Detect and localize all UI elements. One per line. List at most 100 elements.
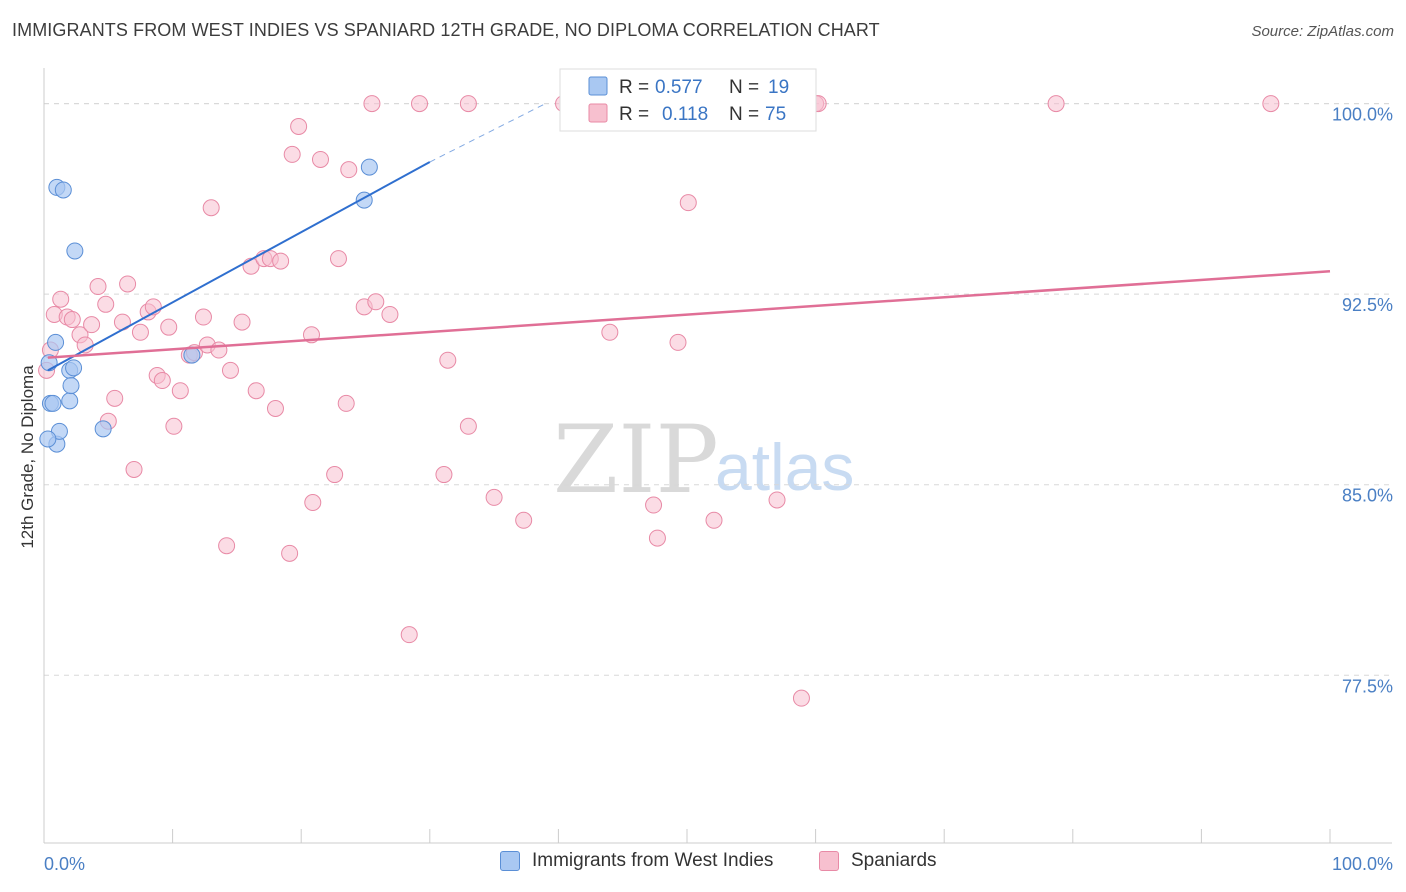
legend-swatch-pink [588, 103, 608, 123]
legend-r-label-pink: R = [619, 104, 649, 125]
spaniards-point [266, 399, 284, 417]
west-indies-point [94, 420, 112, 438]
spaniards-point [210, 341, 228, 359]
spaniards-point [63, 311, 81, 329]
west-indies-point [360, 158, 378, 176]
west-indies-trendline [47, 161, 431, 372]
chart-title: IMMIGRANTS FROM WEST INDIES VS SPANIARD … [12, 20, 880, 40]
spaniards-point [459, 95, 477, 113]
spaniards-point [367, 293, 385, 311]
x-ticks [43, 829, 1331, 843]
legend-n-label-blue: N = [729, 77, 759, 98]
spaniards-point [411, 95, 429, 113]
west-indies-point [66, 242, 84, 260]
west-indies-point [54, 181, 72, 199]
spaniards-point [119, 275, 137, 293]
watermark: ZIP atlas [553, 406, 854, 515]
series-legend: Immigrants from West Indies Spaniards [0, 850, 1406, 880]
x-tick-label-min: 0.0% [44, 854, 85, 874]
axes [43, 68, 1392, 844]
spaniards-point [281, 544, 299, 562]
spaniards-point [304, 494, 322, 512]
spaniards-point [272, 252, 290, 270]
spaniards-point [645, 496, 663, 514]
trend-lines [47, 103, 1331, 372]
spaniards-point [1262, 95, 1280, 113]
spaniards-point [329, 250, 347, 268]
legend-item-spaniards[interactable]: Spaniards [819, 850, 937, 872]
spaniards-point [768, 491, 786, 509]
legend-n-value-pink: 75 [765, 104, 786, 125]
spaniards-point [459, 417, 477, 435]
spaniards-point [106, 389, 124, 407]
west-indies-point [39, 430, 57, 448]
spaniards-point [669, 333, 687, 351]
spaniards-point [326, 466, 344, 484]
spaniards-point [439, 351, 457, 369]
spaniards-point [125, 460, 143, 478]
legend-r-value-pink: 0.118 [662, 104, 708, 125]
spaniards-point [363, 95, 381, 113]
spaniards-point [171, 382, 189, 400]
spaniards-point [218, 537, 236, 555]
spaniards-point [792, 689, 810, 707]
spaniards-point [290, 117, 308, 135]
spaniards-point [194, 308, 212, 326]
legend-swatch-west-indies [500, 851, 520, 871]
spaniards-point [648, 529, 666, 547]
spaniards-point [97, 295, 115, 313]
spaniards-point [337, 394, 355, 412]
y-tick-label: 92.5% [1342, 295, 1393, 315]
legend-swatch-spaniards [819, 851, 839, 871]
spaniards-point [89, 278, 107, 296]
legend-r-value-blue: 0.577 [655, 77, 703, 98]
watermark-zip: ZIP [553, 406, 719, 515]
spaniards-point [400, 626, 418, 644]
legend-r-label-blue: R = [619, 77, 649, 98]
west-indies-point [44, 394, 62, 412]
spaniards-point [283, 145, 301, 163]
spaniards-point [340, 161, 358, 179]
watermark-atlas: atlas [715, 430, 854, 504]
west-indies-point [61, 392, 79, 410]
spaniards-point [1047, 95, 1065, 113]
spaniards-point [705, 511, 723, 529]
spaniards-point [131, 323, 149, 341]
west-indies-point [62, 377, 80, 395]
spaniards-point [233, 313, 251, 331]
legend-n-value-blue: 19 [768, 77, 789, 98]
legend-label-spaniards: Spaniards [851, 850, 937, 871]
correlation-legend: R = 0.577 N = 19 R = 0.118 N = 75 [559, 68, 817, 132]
spaniards-point [515, 511, 533, 529]
spaniards-point [601, 323, 619, 341]
spaniards-point [52, 290, 70, 308]
west-indies-point [65, 359, 83, 377]
spaniards-point [679, 194, 697, 212]
spaniards-points [38, 95, 1280, 707]
legend-swatch-blue [588, 76, 608, 96]
spaniards-point [381, 305, 399, 323]
west-indies-trendline-extension [429, 103, 546, 163]
y-tick-label: 100.0% [1332, 105, 1393, 125]
spaniards-point [165, 417, 183, 435]
spaniards-point [153, 372, 171, 390]
source-label: Source: ZipAtlas.com [1251, 23, 1394, 40]
spaniards-point [435, 466, 453, 484]
west-indies-points [39, 95, 580, 453]
gridlines [44, 103, 1392, 676]
y-axis-label: 12th Grade, No Diploma [18, 365, 37, 549]
x-tick-label-max: 100.0% [1332, 854, 1393, 874]
spaniards-point [485, 488, 503, 506]
y-tick-labels: 77.5% 85.0% 92.5% 100.0% [1332, 105, 1393, 697]
legend-n-label-pink: N = [729, 104, 759, 125]
spaniards-point [202, 199, 220, 217]
spaniards-point [83, 316, 101, 334]
y-tick-label: 85.0% [1342, 486, 1393, 506]
legend-item-west-indies[interactable]: Immigrants from West Indies [500, 850, 773, 872]
spaniards-point [160, 318, 178, 336]
spaniards-trendline [47, 270, 1331, 359]
spaniards-point [221, 361, 239, 379]
spaniards-point [311, 150, 329, 168]
west-indies-point [47, 333, 65, 351]
